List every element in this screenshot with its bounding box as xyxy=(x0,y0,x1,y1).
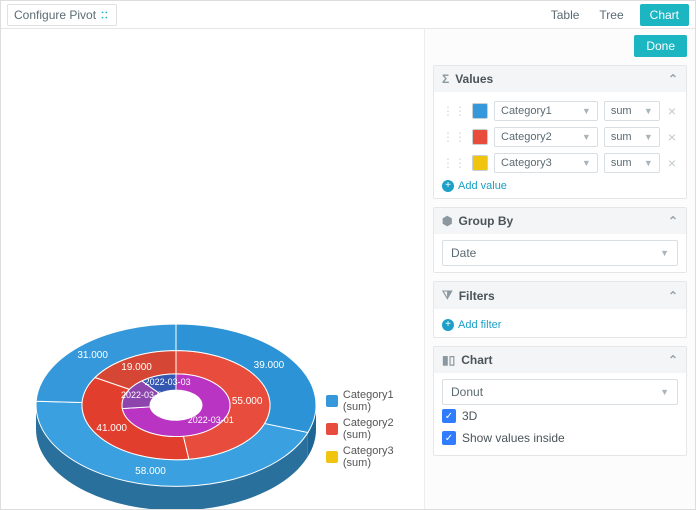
chevron-up-icon: ⌃ xyxy=(668,353,678,367)
color-swatch[interactable] xyxy=(472,103,488,119)
config-panel: Done Σ Values ⌃ ⋮⋮ Category1 ▼ sum ▼ × ⋮⋮ Categ… xyxy=(425,29,695,509)
value-field-select[interactable]: Category2 ▼ xyxy=(494,127,598,147)
caret-down-icon: ▼ xyxy=(644,132,653,142)
filters-header[interactable]: ⧩ Filters ⌃ xyxy=(434,282,686,309)
plus-icon: + xyxy=(442,180,454,192)
value-field-label: Category2 xyxy=(501,131,552,143)
caret-down-icon: ▼ xyxy=(582,106,591,116)
done-button[interactable]: Done xyxy=(634,35,687,57)
configure-label: Configure Pivot xyxy=(14,8,96,22)
remove-value-button[interactable]: × xyxy=(666,103,678,119)
legend-item: Category2 (sum) xyxy=(326,415,424,443)
chart-type-select[interactable]: Donut ▼ xyxy=(442,379,678,405)
groupby-field-select[interactable]: Date ▼ xyxy=(442,240,678,266)
checkbox-3d-label: 3D xyxy=(462,409,477,423)
groupby-title: Group By xyxy=(458,214,513,228)
value-row: ⋮⋮ Category3 ▼ sum ▼ × xyxy=(442,150,678,176)
value-agg-select[interactable]: sum ▼ xyxy=(604,153,660,173)
add-filter-label: Add filter xyxy=(458,319,501,331)
legend-label: Category2 (sum) xyxy=(343,417,424,441)
caret-down-icon: ▼ xyxy=(582,132,591,142)
bar-chart-icon: ▮▯ xyxy=(442,353,455,367)
chart-section: ▮▯ Chart ⌃ Donut ▼ ✓ 3D ✓ Show valu xyxy=(433,346,687,456)
caret-down-icon: ▼ xyxy=(660,387,669,397)
chevron-up-icon: ⌃ xyxy=(668,214,678,228)
donut-svg xyxy=(31,319,321,510)
tab-chart[interactable]: Chart xyxy=(640,4,689,26)
hierarchy-icon: ⬢ xyxy=(442,214,452,228)
groupby-header[interactable]: ⬢ Group By ⌃ xyxy=(434,208,686,234)
value-agg-label: sum xyxy=(611,105,632,117)
chevron-up-icon: ⌃ xyxy=(668,72,678,86)
legend-swatch xyxy=(326,423,338,435)
chart-header[interactable]: ▮▯ Chart ⌃ xyxy=(434,347,686,373)
checkbox-show-values-label: Show values inside xyxy=(462,431,565,445)
color-swatch[interactable] xyxy=(472,155,488,171)
value-field-label: Category1 xyxy=(501,105,552,117)
legend-swatch xyxy=(326,395,338,407)
drag-handle-icon[interactable]: ⋮⋮ xyxy=(442,130,466,144)
drag-handle-icon[interactable]: ⋮⋮ xyxy=(442,104,466,118)
chart-type-value: Donut xyxy=(451,385,483,399)
value-agg-select[interactable]: sum ▼ xyxy=(604,101,660,121)
values-section: Σ Values ⌃ ⋮⋮ Category1 ▼ sum ▼ × ⋮⋮ Category2 ▼… xyxy=(433,65,687,199)
tab-table[interactable]: Table xyxy=(547,2,584,28)
caret-down-icon: ▼ xyxy=(582,158,591,168)
value-agg-label: sum xyxy=(611,157,632,169)
add-value-label: Add value xyxy=(458,180,507,192)
chart-title: Chart xyxy=(461,353,492,367)
add-value-link[interactable]: + Add value xyxy=(442,176,678,192)
values-title: Values xyxy=(455,72,493,86)
legend-label: Category1 (sum) xyxy=(343,389,424,413)
funnel-icon: ⧩ xyxy=(442,288,453,303)
value-field-select[interactable]: Category3 ▼ xyxy=(494,153,598,173)
sigma-icon: Σ xyxy=(442,72,449,86)
chart-area: Category1 (sum) Category2 (sum) Category3 … xyxy=(1,29,425,509)
topbar: Configure Pivot Table Tree Chart xyxy=(1,1,695,29)
caret-down-icon: ▼ xyxy=(660,248,669,258)
legend-item: Category3 (sum) xyxy=(326,443,424,471)
value-agg-label: sum xyxy=(611,131,632,143)
values-header[interactable]: Σ Values ⌃ xyxy=(434,66,686,92)
value-field-label: Category3 xyxy=(501,157,552,169)
checkbox-3d[interactable]: ✓ xyxy=(442,409,456,423)
value-agg-select[interactable]: sum ▼ xyxy=(604,127,660,147)
remove-value-button[interactable]: × xyxy=(666,129,678,145)
chart-legend: Category1 (sum) Category2 (sum) Category3 … xyxy=(326,387,424,471)
add-filter-link[interactable]: + Add filter xyxy=(442,315,678,331)
sort-icon xyxy=(100,10,110,20)
color-swatch[interactable] xyxy=(472,129,488,145)
value-field-select[interactable]: Category1 ▼ xyxy=(494,101,598,121)
checkbox-show-values[interactable]: ✓ xyxy=(442,431,456,445)
plus-icon: + xyxy=(442,319,454,331)
drag-handle-icon[interactable]: ⋮⋮ xyxy=(442,156,466,170)
filters-title: Filters xyxy=(459,289,495,303)
configure-pivot-button[interactable]: Configure Pivot xyxy=(7,4,117,26)
legend-item: Category1 (sum) xyxy=(326,387,424,415)
chevron-up-icon: ⌃ xyxy=(668,289,678,303)
remove-value-button[interactable]: × xyxy=(666,155,678,171)
tab-tree[interactable]: Tree xyxy=(595,2,627,28)
value-row: ⋮⋮ Category2 ▼ sum ▼ × xyxy=(442,124,678,150)
legend-swatch xyxy=(326,451,338,463)
caret-down-icon: ▼ xyxy=(644,106,653,116)
legend-label: Category3 (sum) xyxy=(343,445,424,469)
caret-down-icon: ▼ xyxy=(644,158,653,168)
groupby-section: ⬢ Group By ⌃ Date ▼ xyxy=(433,207,687,273)
value-row: ⋮⋮ Category1 ▼ sum ▼ × xyxy=(442,98,678,124)
filters-section: ⧩ Filters ⌃ + Add filter xyxy=(433,281,687,338)
groupby-field-value: Date xyxy=(451,246,476,260)
donut-chart xyxy=(31,319,321,510)
view-tabs: Table Tree Chart xyxy=(547,2,689,28)
